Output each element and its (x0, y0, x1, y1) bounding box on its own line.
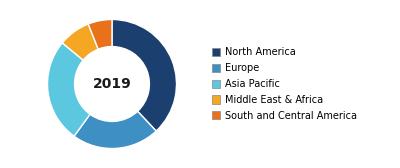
Wedge shape (48, 43, 90, 136)
Wedge shape (112, 19, 176, 131)
Text: 2019: 2019 (93, 77, 131, 91)
Wedge shape (62, 24, 98, 60)
Wedge shape (88, 19, 112, 49)
Wedge shape (74, 111, 156, 149)
Legend: North America, Europe, Asia Pacific, Middle East & Africa, South and Central Ame: North America, Europe, Asia Pacific, Mid… (212, 47, 357, 121)
